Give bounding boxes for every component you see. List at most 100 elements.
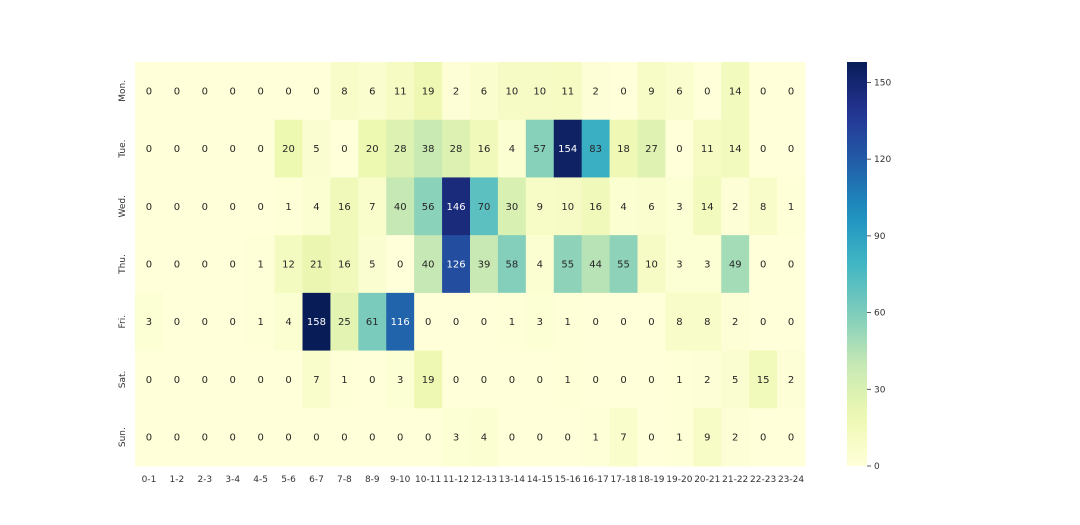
heatmap-cell	[330, 177, 359, 236]
cell-value-label: 70	[478, 202, 491, 213]
heatmap-cell	[553, 62, 583, 121]
heatmap-cell	[470, 62, 499, 121]
heatmap-cell	[302, 62, 331, 121]
cell-value-label: 0	[760, 86, 766, 97]
cell-value-label: 0	[648, 433, 654, 444]
heatmap-cell	[162, 119, 192, 178]
cell-value-label: 40	[422, 260, 435, 271]
heatmap-cell	[218, 119, 248, 178]
cell-value-label: 4	[481, 433, 487, 444]
heatmap-cell	[274, 408, 303, 467]
cell-value-label: 55	[561, 260, 574, 271]
colorbar-tick-label: 150	[874, 78, 891, 88]
heatmap-cell	[135, 62, 164, 121]
cell-value-label: 0	[230, 144, 236, 155]
heatmap-cell	[246, 177, 276, 236]
x-tick-label: 13-14	[499, 475, 525, 485]
cell-value-label: 0	[592, 375, 598, 386]
heatmap-cell	[693, 408, 722, 467]
heatmap-cell	[414, 408, 443, 467]
cell-value-label: 0	[788, 144, 794, 155]
heatmap-cell	[721, 292, 750, 352]
cell-value-label: 1	[257, 260, 263, 271]
cell-value-label: 0	[397, 260, 403, 271]
heatmap-cell	[190, 119, 220, 178]
heatmap-cell	[525, 119, 555, 178]
heatmap-cell	[665, 408, 694, 467]
cell-value-label: 25	[338, 317, 351, 328]
cell-value-label: 8	[704, 317, 710, 328]
cell-value-label: 0	[369, 433, 375, 444]
cell-value-label: 18	[617, 144, 630, 155]
heatmap-cell	[162, 62, 192, 121]
heatmap-cell	[246, 119, 276, 178]
heatmap-cell	[135, 350, 164, 409]
cell-value-label: 16	[478, 144, 491, 155]
heatmap-cell	[581, 177, 611, 236]
cell-value-label: 3	[397, 375, 403, 386]
heatmap-cell	[470, 119, 499, 178]
cell-value-label: 0	[230, 202, 236, 213]
heatmap-cell	[553, 177, 583, 236]
x-tick-label: 8-9	[365, 475, 380, 485]
x-tick-label: 16-17	[583, 475, 609, 485]
heatmap-cell	[721, 408, 750, 467]
heatmap-cell	[581, 235, 611, 294]
heatmap-cell	[274, 62, 303, 121]
cell-value-label: 8	[760, 202, 766, 213]
heatmap-cell	[637, 408, 666, 467]
heatmap-cell	[358, 119, 387, 178]
x-tick-label: 21-22	[722, 475, 748, 485]
heatmap-cell	[721, 177, 750, 236]
heatmap-cell	[386, 292, 415, 352]
heatmap-cell	[414, 62, 443, 121]
heatmap-cell	[777, 62, 806, 121]
heatmap-cell	[470, 408, 499, 467]
cell-value-label: 0	[313, 433, 319, 444]
cell-value-label: 1	[257, 317, 263, 328]
heatmap-cell	[525, 292, 555, 352]
heatmap-cell	[358, 292, 387, 352]
x-tick-label: 20-21	[694, 475, 720, 485]
heatmap-cell	[637, 350, 666, 409]
heatmap-cell	[386, 119, 415, 178]
cell-value-label: 38	[422, 144, 435, 155]
cell-value-label: 0	[537, 375, 543, 386]
cell-value-label: 39	[478, 260, 491, 271]
heatmap-cell	[470, 235, 499, 294]
cell-value-label: 40	[394, 202, 407, 213]
heatmap-cell	[609, 292, 638, 352]
cell-value-label: 1	[565, 317, 571, 328]
cell-value-label: 0	[174, 144, 180, 155]
cell-value-label: 20	[282, 144, 295, 155]
heatmap-cell	[553, 408, 583, 467]
heatmap-cell	[497, 235, 527, 294]
cell-value-label: 0	[341, 433, 347, 444]
cell-value-label: 0	[202, 317, 208, 328]
cell-value-label: 6	[369, 86, 375, 97]
cell-value-label: 44	[589, 260, 602, 271]
heatmap-cell	[693, 119, 722, 178]
x-tick-label: 19-20	[666, 475, 692, 485]
colorbar-gradient	[847, 62, 867, 466]
cell-value-label: 30	[506, 202, 519, 213]
cell-value-label: 154	[558, 144, 577, 155]
heatmap-cell	[358, 177, 387, 236]
cell-value-label: 1	[788, 202, 794, 213]
heatmap-cell	[749, 62, 778, 121]
cell-value-label: 0	[788, 317, 794, 328]
heatmap-cell	[218, 235, 248, 294]
cell-value-label: 27	[645, 144, 658, 155]
heatmap-cell	[470, 350, 499, 409]
heatmap-cell	[330, 350, 359, 409]
heatmap-cell	[497, 408, 527, 467]
heatmap-cell	[665, 292, 694, 352]
cell-value-label: 1	[285, 202, 291, 213]
cell-value-label: 0	[788, 260, 794, 271]
heatmap-cell	[442, 292, 471, 352]
cell-value-label: 1	[341, 375, 347, 386]
heatmap-cell	[721, 119, 750, 178]
heatmap-cell	[330, 235, 359, 294]
x-tick-label: 2-3	[197, 475, 212, 485]
